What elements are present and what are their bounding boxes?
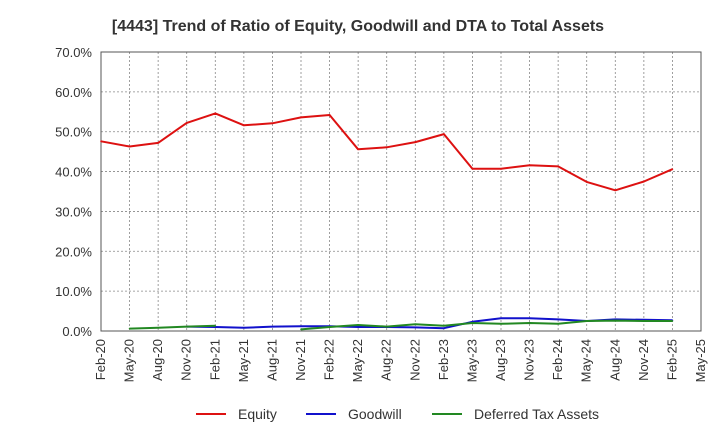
data-point-goodwill [500,317,502,320]
x-tick-label: Nov-22 [407,339,422,381]
x-tick-label: Feb-23 [436,339,451,380]
x-tick-label: Nov-20 [179,339,194,381]
data-point-deferred-tax-assets [414,323,417,326]
data-point-goodwill [557,318,559,321]
x-tick-label: Nov-24 [636,339,651,381]
data-point-equity [185,122,188,124]
data-point-deferred-tax-assets [157,327,159,329]
x-tick-label: May-24 [579,339,594,382]
data-point-deferred-tax-assets [643,320,645,322]
y-tick-label: 60.0% [55,85,92,100]
y-tick-label: 20.0% [55,244,92,259]
data-point-goodwill [414,326,417,329]
x-tick-label: Aug-22 [379,339,394,381]
data-point-equity [243,124,245,127]
data-point-equity [614,189,617,192]
data-point-deferred-tax-assets [385,325,388,328]
data-point-equity [214,112,217,115]
plot-frame [100,51,702,332]
data-point-deferred-tax-assets [128,327,131,330]
series-line-deferred-tax-assets [300,319,673,331]
x-tick-label: Nov-23 [522,339,537,381]
series-line-deferred-tax-assets [129,324,216,330]
y-axis: 0.0% 10.0% 20.0% 30.0% 40.0% 50.0% 60.0% 70.0% [55,45,92,339]
data-point-equity [585,181,588,183]
data-point-equity [128,145,131,148]
data-point-equity [357,148,359,151]
data-point-deferred-tax-assets [357,324,359,326]
data-point-deferred-tax-assets [557,323,559,325]
data-point-deferred-tax-assets [443,325,445,327]
x-tick-label: Feb-21 [207,339,222,380]
data-point-equity [443,133,445,135]
data-point-deferred-tax-assets [671,320,674,322]
data-point-equity [271,122,274,125]
data-point-equity [671,168,674,170]
y-tick-label: 0.0% [62,324,92,339]
legend-label-deferred-tax-assets: Deferred Tax Assets [474,406,599,422]
legend-label-goodwill: Goodwill [348,406,402,422]
x-tick-label: Feb-20 [93,339,108,380]
series-line-goodwill [186,317,673,330]
data-point-equity [157,142,159,144]
data-point-deferred-tax-assets [585,320,588,322]
data-point-deferred-tax-assets [328,326,331,328]
data-point-equity [300,116,302,119]
x-tick-label: May-25 [693,339,708,382]
x-tick-label: May-23 [464,339,479,382]
data-point-deferred-tax-assets [528,322,531,324]
data-point-equity [500,167,502,170]
data-point-goodwill [243,327,245,329]
data-point-deferred-tax-assets [471,322,474,324]
data-point-deferred-tax-assets [185,325,188,328]
data-point-deferred-tax-assets [614,319,617,322]
x-tick-label: Aug-23 [493,339,508,381]
legend-label-equity: Equity [238,406,277,422]
data-point-equity [528,164,531,166]
data-point-equity [385,146,388,149]
y-tick-label: 10.0% [55,284,92,299]
x-tick-label: May-20 [122,339,137,382]
y-tick-label: 30.0% [55,204,92,219]
data-point-equity [471,167,474,170]
x-axis: Feb-20 May-20 Aug-20 Nov-20 Feb-21 May-21 Aug-… [93,339,708,382]
y-tick-label: 50.0% [55,125,92,140]
chart-title: [4443] Trend of Ratio of Equity, Goodwil… [112,18,604,35]
x-tick-label: Aug-21 [264,339,279,381]
data-point-equity [414,141,417,143]
data-point-equity [557,165,559,168]
x-tick-label: Feb-22 [322,339,337,380]
data-point-goodwill [443,327,445,330]
x-tick-label: Feb-25 [664,339,679,380]
x-tick-label: Aug-20 [150,339,165,381]
grid-lines [101,52,701,331]
data-point-equity [643,180,645,183]
data-point-deferred-tax-assets [214,325,217,327]
data-point-deferred-tax-assets [500,323,502,325]
x-tick-label: Aug-24 [607,339,622,381]
data-point-goodwill [528,317,531,320]
series-lines [100,112,674,331]
data-point-deferred-tax-assets [300,328,302,331]
data-point-goodwill [357,326,359,328]
data-point-equity [100,140,102,143]
data-point-goodwill [300,325,302,328]
legend: Equity Goodwill Deferred Tax Assets [196,406,599,422]
x-tick-label: May-22 [350,339,365,382]
x-tick-label: May-21 [236,339,251,382]
x-tick-label: Feb-24 [550,339,565,380]
data-point-goodwill [271,325,274,328]
x-tick-label: Nov-21 [293,339,308,381]
y-tick-label: 70.0% [55,45,92,60]
y-tick-label: 40.0% [55,165,92,180]
data-point-equity [328,114,331,116]
